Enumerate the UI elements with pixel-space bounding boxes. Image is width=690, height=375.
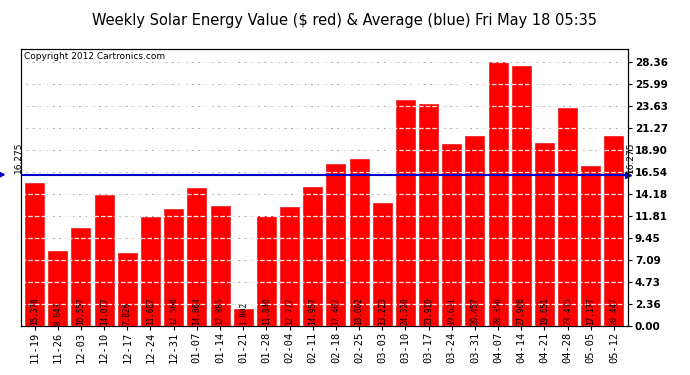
Text: 17.177: 17.177 [586, 298, 595, 326]
Bar [187, 188, 206, 326]
Bar [558, 108, 577, 326]
Bar [72, 228, 90, 326]
Bar [118, 254, 137, 326]
Text: 12.560: 12.560 [169, 298, 178, 326]
Text: 24.320: 24.320 [401, 298, 410, 326]
Text: 11.687: 11.687 [146, 298, 155, 326]
Text: Copyright 2012 Cartronics.com: Copyright 2012 Cartronics.com [23, 51, 165, 60]
Bar [396, 100, 415, 326]
Text: 12.777: 12.777 [285, 298, 294, 326]
Text: 23.910: 23.910 [424, 298, 433, 326]
Bar [25, 183, 44, 326]
Text: 20.457: 20.457 [471, 298, 480, 326]
Bar [141, 217, 160, 326]
Text: 14.864: 14.864 [193, 298, 201, 326]
Text: Weekly Solar Energy Value ($ red) & Average (blue) Fri May 18 05:35: Weekly Solar Energy Value ($ red) & Aver… [92, 13, 598, 28]
Bar [257, 216, 276, 326]
Text: 17.402: 17.402 [331, 298, 340, 326]
Bar [164, 209, 183, 326]
Text: 23.435: 23.435 [563, 298, 572, 326]
Text: 10.557: 10.557 [77, 298, 86, 326]
Bar [210, 206, 230, 326]
Text: 16.275: 16.275 [626, 141, 635, 173]
Bar [326, 164, 346, 326]
Bar [466, 136, 484, 326]
Bar [234, 309, 253, 326]
Bar [373, 203, 392, 326]
Text: 19.621: 19.621 [447, 298, 456, 326]
Bar [350, 159, 368, 326]
Text: 19.651: 19.651 [540, 298, 549, 326]
Bar [48, 251, 68, 326]
Text: 18.002: 18.002 [355, 298, 364, 326]
Text: 27.906: 27.906 [517, 298, 526, 326]
Text: 14.077: 14.077 [99, 298, 108, 326]
Bar [581, 166, 600, 326]
Text: 11.840: 11.840 [262, 298, 271, 326]
Text: 16.275: 16.275 [14, 141, 23, 173]
Bar [512, 66, 531, 326]
Bar [604, 136, 624, 326]
Bar [95, 195, 114, 326]
Text: 7.826: 7.826 [123, 302, 132, 326]
Bar [419, 104, 438, 326]
Text: 28.356: 28.356 [493, 298, 502, 326]
Text: 12.885: 12.885 [215, 298, 224, 326]
Text: 15.378: 15.378 [30, 298, 39, 326]
Text: 20.447: 20.447 [609, 298, 618, 326]
Bar [489, 62, 508, 326]
Bar [535, 143, 554, 326]
Bar [303, 187, 322, 326]
Text: 14.957: 14.957 [308, 298, 317, 326]
Text: 1.802: 1.802 [239, 302, 248, 326]
Text: 8.043: 8.043 [53, 302, 62, 326]
Bar [442, 144, 462, 326]
Text: 13.223: 13.223 [377, 298, 386, 326]
Bar [280, 207, 299, 326]
